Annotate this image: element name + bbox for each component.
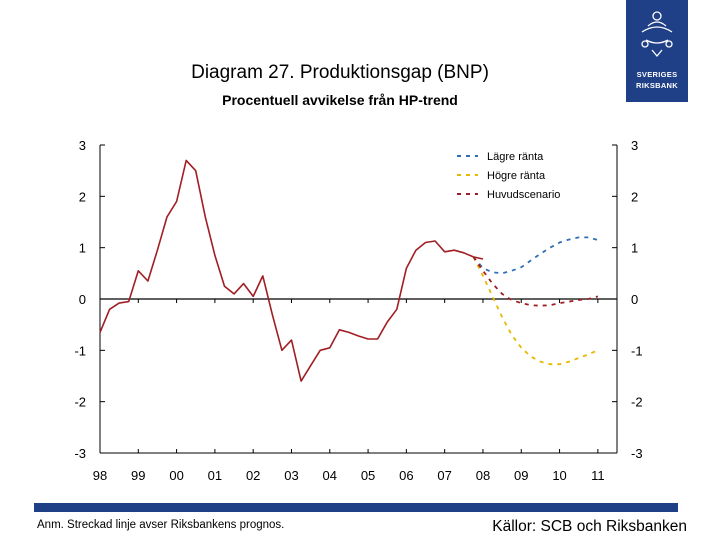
y-tick-label-right: 2 xyxy=(631,189,638,204)
chart-legend: Lägre ränta Högre ränta Huvudscenario xyxy=(457,151,560,201)
chart-axes: 3 32 21 10 0-1 -1-2 -2-3 -398 99 00 01 02 03 04 05 06 07… xyxy=(74,138,642,483)
chart-title: Diagram 27. Produktionsgap (BNP) xyxy=(191,62,489,83)
crown-emblem-icon xyxy=(641,11,673,58)
x-tick-label: 00 xyxy=(169,468,183,483)
chart-series xyxy=(99,159,599,382)
series-line-hogre-ranta xyxy=(472,256,599,366)
x-tick-label: 08 xyxy=(476,468,490,483)
y-tick-label-right: 1 xyxy=(631,241,638,256)
x-tick-label: 04 xyxy=(323,468,337,483)
x-tick-label: 99 xyxy=(131,468,145,483)
y-tick-label-right: -1 xyxy=(631,343,643,358)
x-tick-label: 01 xyxy=(208,468,222,483)
y-tick-label-right: -3 xyxy=(631,446,643,461)
legend-label: Huvudscenario xyxy=(487,189,560,201)
logo-line-2: RIKSBANK xyxy=(636,81,678,90)
x-tick-label: 10 xyxy=(552,468,566,483)
series-line-huvudscenario xyxy=(472,256,599,307)
x-tick-label: 98 xyxy=(93,468,107,483)
x-tick-label: 02 xyxy=(246,468,260,483)
y-tick-label-left: 3 xyxy=(79,138,86,153)
y-tick-label-left: 0 xyxy=(79,292,86,307)
series-line-utfall xyxy=(99,159,484,382)
x-tick-label: 07 xyxy=(437,468,451,483)
logo-line-1: SVERIGES xyxy=(636,70,678,79)
x-tick-label: 11 xyxy=(591,468,605,483)
source-label: Källor: SCB och Riksbanken xyxy=(492,518,687,535)
y-tick-label-right: 3 xyxy=(631,138,638,153)
chart-subtitle: Procentuell avvikelse från HP-trend xyxy=(222,92,458,108)
x-tick-label: 05 xyxy=(361,468,375,483)
x-tick-label: 09 xyxy=(514,468,528,483)
y-tick-label-left: -1 xyxy=(74,343,86,358)
footnote: Anm. Streckad linje avser Riksbankens pr… xyxy=(37,519,285,531)
riksbank-logo: SVERIGES RIKSBANK xyxy=(626,0,688,102)
y-tick-label-right: 0 xyxy=(631,292,638,307)
x-tick-label: 03 xyxy=(284,468,298,483)
y-tick-label-left: -2 xyxy=(74,395,86,410)
y-tick-label-right: -2 xyxy=(631,395,643,410)
legend-label: Lägre ränta xyxy=(487,151,544,163)
y-tick-label-left: -3 xyxy=(74,446,86,461)
legend-label: Högre ränta xyxy=(487,170,546,182)
y-tick-label-left: 2 xyxy=(79,189,86,204)
x-tick-label: 06 xyxy=(399,468,413,483)
series-line-lagre-ranta xyxy=(472,236,599,275)
y-tick-label-left: 1 xyxy=(79,241,86,256)
bottom-bar xyxy=(34,503,678,512)
